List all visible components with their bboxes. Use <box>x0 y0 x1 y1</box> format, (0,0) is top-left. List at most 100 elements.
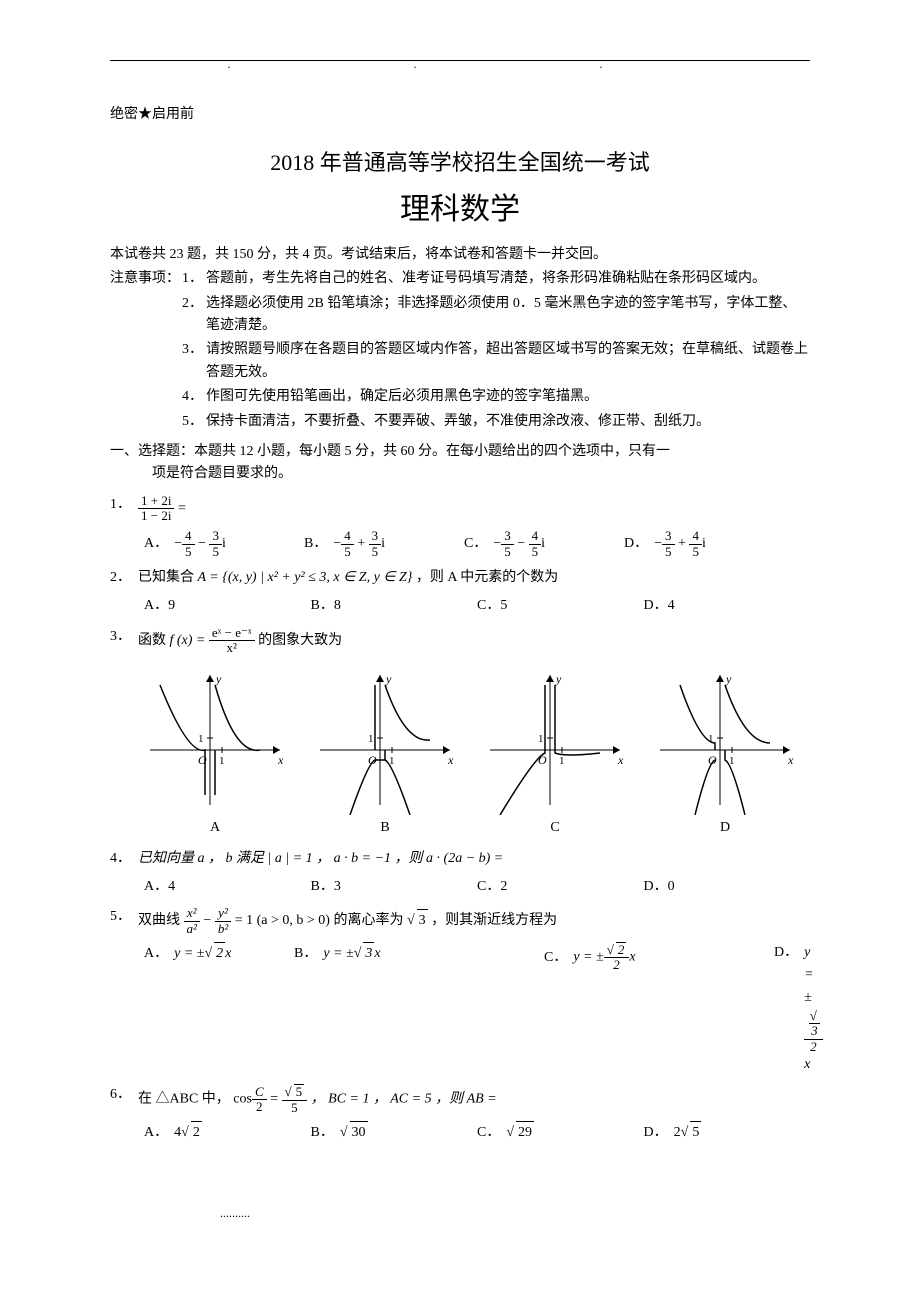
q6-body: 在 △ABC 中， cosC2 = √55 ， BC = 1 ， AC = 5 … <box>138 1084 810 1115</box>
section-heading: 一、选择题：本题共 12 小题，每小题 5 分，共 60 分。在每小题给出的四个… <box>110 441 810 486</box>
svg-text:1: 1 <box>198 733 204 745</box>
question-5: 5． 双曲线 x²a² − y²b² = 1 (a > 0, b > 0) 的离… <box>110 906 810 1076</box>
q4-opt-b: B．3 <box>311 876 478 898</box>
q2-num: 2． <box>110 567 138 589</box>
q1-body: 1 + 2i1 − 2i = <box>138 494 810 524</box>
notice-text: 请按照题号顺序在各题目的答题区域内作答，超出答题区域书写的答案无效；在草稿纸、试… <box>206 339 810 384</box>
footer-dots: .......... <box>220 1204 810 1223</box>
notice-num: 2． <box>182 293 206 338</box>
svg-text:y: y <box>215 672 222 686</box>
q1-frac-de: 1 − 2i <box>138 509 174 523</box>
svg-text:x: x <box>447 753 454 767</box>
seal-text: 绝密★启用前 <box>110 104 810 126</box>
notice-num: 5． <box>182 411 206 433</box>
svg-text:y: y <box>555 672 562 686</box>
q2-opt-a: A．9 <box>144 595 311 617</box>
q6-opt-b: B．√30 <box>311 1121 478 1144</box>
subject-title: 理科数学 <box>110 186 810 234</box>
q1-opt-a: A． −45 − 35i <box>144 529 304 559</box>
question-4: 4． 已知向量 a ， b 满足 | a | = 1 ， a · b = −1 … <box>110 848 810 899</box>
opt-body: −35 + 45i <box>654 529 706 559</box>
q1-frac-nu: 1 + 2i <box>138 494 174 509</box>
q4-opt-d: D．0 <box>644 876 811 898</box>
q6-options: A．4√2 B．√30 C．√29 D．2√5 <box>110 1121 810 1144</box>
svg-text:y: y <box>725 672 732 686</box>
opt-body: −45 + 35i <box>333 529 385 559</box>
svg-text:1: 1 <box>538 733 544 745</box>
question-6: 6． 在 △ABC 中， cosC2 = √55 ， BC = 1 ， AC =… <box>110 1084 810 1144</box>
q4-opt-c: C．2 <box>477 876 644 898</box>
intro-text: 本试卷共 23 题，共 150 分，共 4 页。考试结束后，将本试卷和答题卡一并… <box>110 244 810 266</box>
q4-opt-a: A．4 <box>144 876 311 898</box>
q3-graph-c: xyO11C <box>480 665 630 839</box>
graph-label: D <box>650 817 800 839</box>
notice-label: 注意事项： <box>110 268 182 435</box>
q3-graphs: xyO11A xyO11B xyO11C xyO11D <box>140 665 800 839</box>
question-2: 2． 已知集合 A = {(x, y) | x² + y² ≤ 3, x ∈ Z… <box>110 567 810 618</box>
q5-opt-b: B．y = ±√3x <box>294 942 544 1076</box>
opt-body: −35 − 45i <box>493 529 545 559</box>
q5-num: 5． <box>110 906 138 928</box>
graph-label: A <box>140 817 290 839</box>
svg-text:x: x <box>787 753 794 767</box>
q1-opt-c: C． −35 − 45i <box>464 529 624 559</box>
q5-options: A．y = ±√2x B．y = ±√3x C．y = ±√22x D．y = … <box>110 942 810 1076</box>
graph-label: B <box>310 817 460 839</box>
q1-opt-b: B． −45 + 35i <box>304 529 464 559</box>
notice-text: 作图可先使用铅笔画出，确定后必须用黑色字迹的签字笔描黑。 <box>206 386 810 408</box>
q1-num: 1． <box>110 494 138 516</box>
graph-label: C <box>480 817 630 839</box>
section-line1: 一、选择题：本题共 12 小题，每小题 5 分，共 60 分。在每小题给出的四个… <box>110 441 810 463</box>
header-dots: . . . <box>110 55 810 74</box>
q2-body: 已知集合 A = {(x, y) | x² + y² ≤ 3, x ∈ Z, y… <box>138 567 810 589</box>
opt-label: A． <box>144 533 168 555</box>
opt-body: −45 − 35i <box>174 529 226 559</box>
q2-opt-d: D．4 <box>644 595 811 617</box>
section-line2: 项是符合题目要求的。 <box>152 463 810 485</box>
q3-graph-b: xyO11B <box>310 665 460 839</box>
q3-body: 函数 f (x) = eˣ − e⁻ˣx² 的图象大致为 <box>138 626 810 656</box>
notice-block: 注意事项： 1．答题前，考生先将自己的姓名、准考证号码填写清楚，将条形码准确粘贴… <box>110 268 810 435</box>
notice-items: 1．答题前，考生先将自己的姓名、准考证号码填写清楚，将条形码准确粘贴在条形码区域… <box>182 268 810 435</box>
main-title: 2018 年普通高等学校招生全国统一考试 <box>110 145 810 180</box>
notice-text: 答题前，考生先将自己的姓名、准考证号码填写清楚，将条形码准确粘贴在条形码区域内。 <box>206 268 810 290</box>
q3-num: 3． <box>110 626 138 648</box>
q5-opt-a: A．y = ±√2x <box>144 942 294 1076</box>
q2-options: A．9 B．8 C．5 D．4 <box>110 595 810 617</box>
svg-text:O: O <box>708 753 717 767</box>
notice-text: 选择题必须使用 2B 铅笔填涂；非选择题必须使用 0．5 毫米黑色字迹的签字笔书… <box>206 293 810 338</box>
q5-opt-d: D．y = ±√32x <box>774 942 823 1076</box>
q1-eq: = <box>174 501 185 516</box>
q3-graph-a: xyO11A <box>140 665 290 839</box>
q1-opt-d: D． −35 + 45i <box>624 529 784 559</box>
q2-opt-b: B．8 <box>311 595 478 617</box>
opt-label: D． <box>624 533 648 555</box>
question-1: 1． 1 + 2i1 − 2i = A． −45 − 35i B． −45 + 35… <box>110 494 810 559</box>
svg-text:x: x <box>277 753 284 767</box>
svg-text:1: 1 <box>368 733 374 745</box>
svg-text:y: y <box>385 672 392 686</box>
q6-opt-a: A．4√2 <box>144 1121 311 1144</box>
svg-text:1: 1 <box>219 755 225 767</box>
q3-graph-d: xyO11D <box>650 665 800 839</box>
q6-opt-d: D．2√5 <box>644 1121 811 1144</box>
q5-body: 双曲线 x²a² − y²b² = 1 (a > 0, b > 0) 的离心率为… <box>138 906 810 936</box>
q6-opt-c: C．√29 <box>477 1121 644 1144</box>
q5-opt-c: C．y = ±√22x <box>544 942 774 1076</box>
notice-num: 3． <box>182 339 206 384</box>
opt-label: B． <box>304 533 327 555</box>
notice-num: 4． <box>182 386 206 408</box>
header-rule <box>110 60 810 61</box>
notice-text: 保持卡面清洁，不要折叠、不要弄破、弄皱，不准使用涂改液、修正带、刮纸刀。 <box>206 411 810 433</box>
q4-body: 已知向量 a ， b 满足 | a | = 1 ， a · b = −1 ，则 … <box>138 848 810 870</box>
q6-num: 6． <box>110 1084 138 1106</box>
question-3: 3． 函数 f (x) = eˣ − e⁻ˣx² 的图象大致为 x y O 1 1 A x… <box>110 626 810 840</box>
q4-num: 4． <box>110 848 138 870</box>
svg-text:x: x <box>617 753 624 767</box>
q2-opt-c: C．5 <box>477 595 644 617</box>
q4-options: A．4 B．3 C．2 D．0 <box>110 876 810 898</box>
q1-options: A． −45 − 35i B． −45 + 35i C． −35 − 45i D． −3… <box>110 529 810 559</box>
svg-text:1: 1 <box>559 755 565 767</box>
opt-label: C． <box>464 533 487 555</box>
notice-num: 1． <box>182 268 206 290</box>
